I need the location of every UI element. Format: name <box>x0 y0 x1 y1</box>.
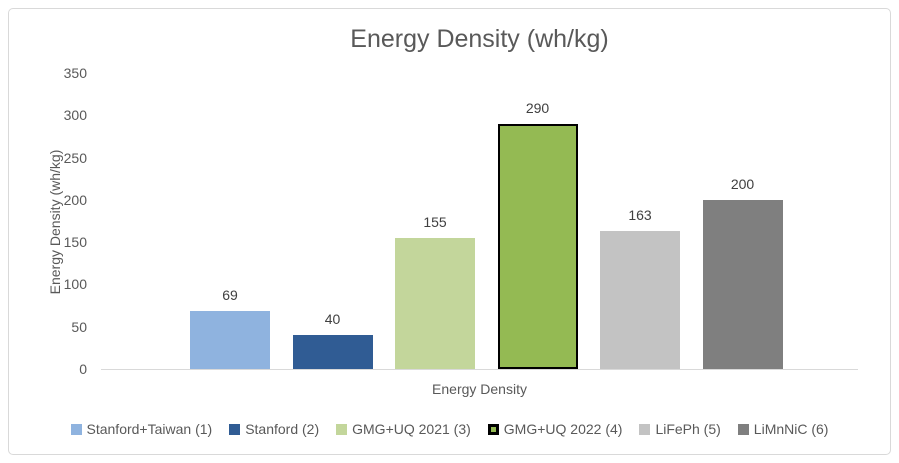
legend-item-1: Stanford+Taiwan (1) <box>70 421 213 437</box>
chart-frame: Energy Density (wh/kg) Energy Density (w… <box>8 8 891 455</box>
legend-label: GMG+UQ 2022 (4) <box>503 421 623 437</box>
legend-label: Stanford (2) <box>245 421 320 437</box>
legend-swatch-icon <box>487 423 499 435</box>
bar-data-label: 200 <box>730 175 755 192</box>
bar-data-label: 290 <box>525 99 550 116</box>
bar-4 <box>497 124 578 369</box>
y-tick-label: 300 <box>63 107 87 124</box>
bar-6 <box>702 200 783 369</box>
x-axis-title: Energy Density <box>432 381 527 397</box>
bar-data-label: 40 <box>324 311 341 328</box>
legend-label: Stanford+Taiwan (1) <box>86 421 213 437</box>
legend-swatch-icon <box>336 423 348 435</box>
chart-title: Energy Density (wh/kg) <box>350 25 609 53</box>
legend-swatch-icon <box>70 423 82 435</box>
legend-label: LiFePh (5) <box>655 421 721 437</box>
legend-item-4: GMG+UQ 2022 (4) <box>487 421 623 437</box>
y-tick-label: 0 <box>79 361 87 377</box>
bar-1 <box>190 311 270 369</box>
legend: Stanford+Taiwan (1) Stanford (2) GMG+UQ 20… <box>9 421 890 437</box>
legend-item-6: LiMnNiC (6) <box>737 421 829 437</box>
legend-swatch-icon <box>737 423 749 435</box>
y-tick-label: 350 <box>63 65 87 81</box>
legend-label: GMG+UQ 2021 (3) <box>352 421 471 437</box>
y-tick-label: 50 <box>71 318 87 335</box>
legend-item-3: GMG+UQ 2021 (3) <box>336 421 471 437</box>
bar-data-label: 69 <box>222 286 238 303</box>
bar-3 <box>395 238 475 369</box>
y-tick-label: 150 <box>63 234 87 251</box>
legend-item-5: LiFePh (5) <box>639 421 721 437</box>
legend-swatch-icon <box>229 423 241 435</box>
y-tick-label: 100 <box>63 276 87 293</box>
bar-data-label: 163 <box>628 207 652 224</box>
y-tick-label: 250 <box>63 149 87 166</box>
plot-area: 69 40 155 290 163 200 <box>101 73 858 370</box>
bar-5 <box>600 231 680 369</box>
y-tick-label: 200 <box>63 191 87 208</box>
legend-item-2: Stanford (2) <box>229 421 319 437</box>
legend-swatch-icon <box>639 423 651 435</box>
bar-2 <box>292 335 373 369</box>
bar-data-label: 155 <box>423 213 447 230</box>
legend-label: LiMnNiC (6) <box>753 421 829 437</box>
y-axis-title: Energy Density (wh/kg) <box>47 149 63 295</box>
